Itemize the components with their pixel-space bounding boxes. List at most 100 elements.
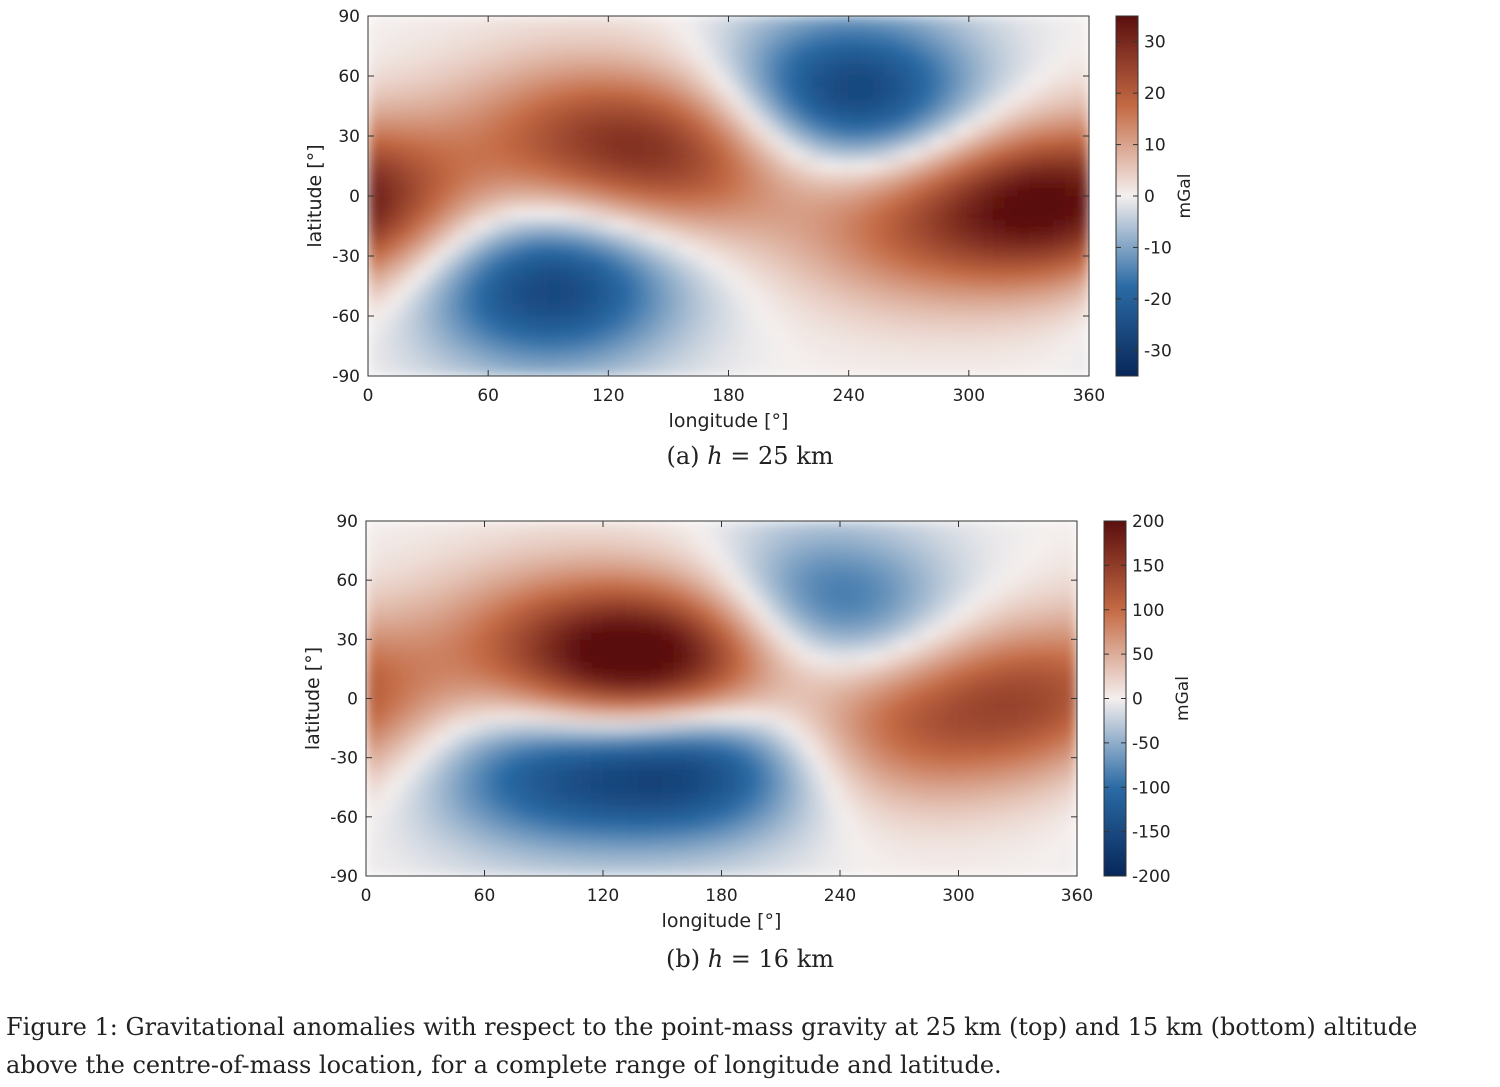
heatmap-cell: [816, 816, 829, 830]
heatmap-cell: [626, 592, 640, 605]
heatmap-cell: [716, 76, 730, 89]
heatmap-cell: [584, 40, 597, 53]
heatmap-cell: [848, 316, 862, 329]
heatmap-cell: [428, 112, 441, 125]
heatmap-cell: [1041, 639, 1054, 652]
heatmap-cell: [1017, 793, 1031, 806]
heatmap-cell: [614, 745, 628, 759]
heatmap-cell: [884, 28, 898, 41]
heatmap-cell: [488, 316, 501, 329]
heatmap-cell: [1005, 615, 1019, 629]
heatmap-cell: [733, 568, 746, 581]
heatmap-cell: [899, 615, 912, 629]
heatmap-cell: [596, 40, 609, 53]
heatmap-cell: [1017, 757, 1031, 771]
heatmap-cell: [555, 710, 569, 723]
heatmap-cell: [543, 568, 557, 581]
heatmap-cell: [512, 136, 525, 149]
heatmap-cell: [460, 793, 474, 806]
heatmap-cell: [875, 722, 888, 735]
heatmap-cell: [745, 651, 758, 664]
heatmap-cell: [392, 364, 405, 376]
heatmap-cell: [425, 674, 438, 688]
heatmap-cell: [512, 280, 525, 293]
heatmap-cell: [851, 781, 865, 794]
heatmap-cell: [680, 28, 694, 41]
heatmap-cell: [425, 663, 438, 676]
heatmap-cell: [536, 124, 549, 137]
heatmap-cell: [452, 136, 465, 149]
heatmap-cell: [896, 208, 910, 221]
heatmap-cell: [596, 184, 609, 197]
heatmap-cell: [416, 268, 429, 281]
heatmap-cell: [366, 698, 379, 711]
heatmap-cell: [980, 340, 994, 353]
heatmap-cell: [389, 745, 403, 759]
heatmap-cell: [1076, 52, 1089, 65]
heatmap-cell: [1017, 816, 1031, 830]
heatmap-cell: [697, 852, 711, 865]
heatmap-cell: [440, 16, 453, 29]
heatmap-cell: [875, 568, 888, 581]
heatmap-cell: [788, 172, 802, 185]
heatmap-cell: [899, 521, 912, 534]
heatmap-cell: [836, 280, 850, 293]
heatmap-cell: [620, 268, 633, 281]
heatmap-cell: [543, 615, 557, 629]
heatmap-cell: [496, 828, 509, 842]
heatmap-cell: [812, 52, 826, 65]
heatmap-cell: [1052, 304, 1066, 317]
heatmap-cell: [1005, 828, 1019, 842]
heatmap-cell: [389, 686, 403, 700]
heatmap-cell: [908, 16, 922, 29]
heatmap-cell: [1064, 304, 1078, 317]
colorbar-tick-label: -10: [1144, 238, 1172, 258]
heatmap-cell: [752, 328, 766, 341]
heatmap-cell: [620, 208, 633, 221]
x-tick-label: 0: [363, 386, 374, 406]
heatmap-cell: [608, 148, 621, 161]
heatmap-cell: [944, 136, 958, 149]
heatmap-cell: [745, 663, 758, 676]
heatmap-cell: [728, 148, 742, 161]
colorbar-tick-label: -30: [1144, 341, 1172, 361]
heatmap-cell: [572, 148, 585, 161]
heatmap-cell: [440, 364, 453, 376]
heatmap-cell: [884, 76, 898, 89]
heatmap-cell: [740, 16, 754, 29]
heatmap-cell: [920, 16, 934, 29]
heatmap-cell: [788, 40, 802, 53]
heatmap-cell: [437, 840, 450, 853]
heatmap-cell: [555, 757, 569, 771]
x-tick-label: 360: [1073, 386, 1105, 406]
heatmap-cell: [788, 196, 802, 209]
heatmap-cell: [728, 184, 742, 197]
heatmap-cell: [520, 793, 533, 806]
heatmap-cell: [812, 280, 826, 293]
heatmap-cell: [1053, 816, 1066, 830]
heatmap-cell: [875, 840, 888, 853]
heatmap-cell: [644, 184, 657, 197]
heatmap-cell: [804, 580, 817, 593]
heatmap-cell: [946, 674, 960, 688]
heatmap-cell: [680, 124, 694, 137]
heatmap-cell: [968, 148, 982, 161]
heatmap-cell: [970, 568, 983, 581]
heatmap-cell: [500, 88, 513, 101]
subcaption-b: (b) h = 16 km: [665, 945, 835, 973]
heatmap-cell: [780, 710, 794, 723]
heatmap-cell: [1017, 769, 1031, 782]
heatmap-cell: [994, 745, 1007, 759]
heatmap-cell: [560, 316, 573, 329]
heatmap-cell: [697, 580, 711, 593]
heatmap-cell: [899, 864, 912, 876]
heatmap-cell: [792, 580, 806, 593]
heatmap-cell: [366, 734, 379, 747]
heatmap-cell: [626, 521, 640, 534]
heatmap-cell: [472, 793, 486, 806]
heatmap-cell: [584, 160, 597, 173]
heatmap-cell: [638, 674, 651, 688]
heatmap-cell: [1017, 544, 1031, 558]
heatmap-cell: [520, 544, 533, 558]
heatmap-cell: [946, 556, 960, 569]
